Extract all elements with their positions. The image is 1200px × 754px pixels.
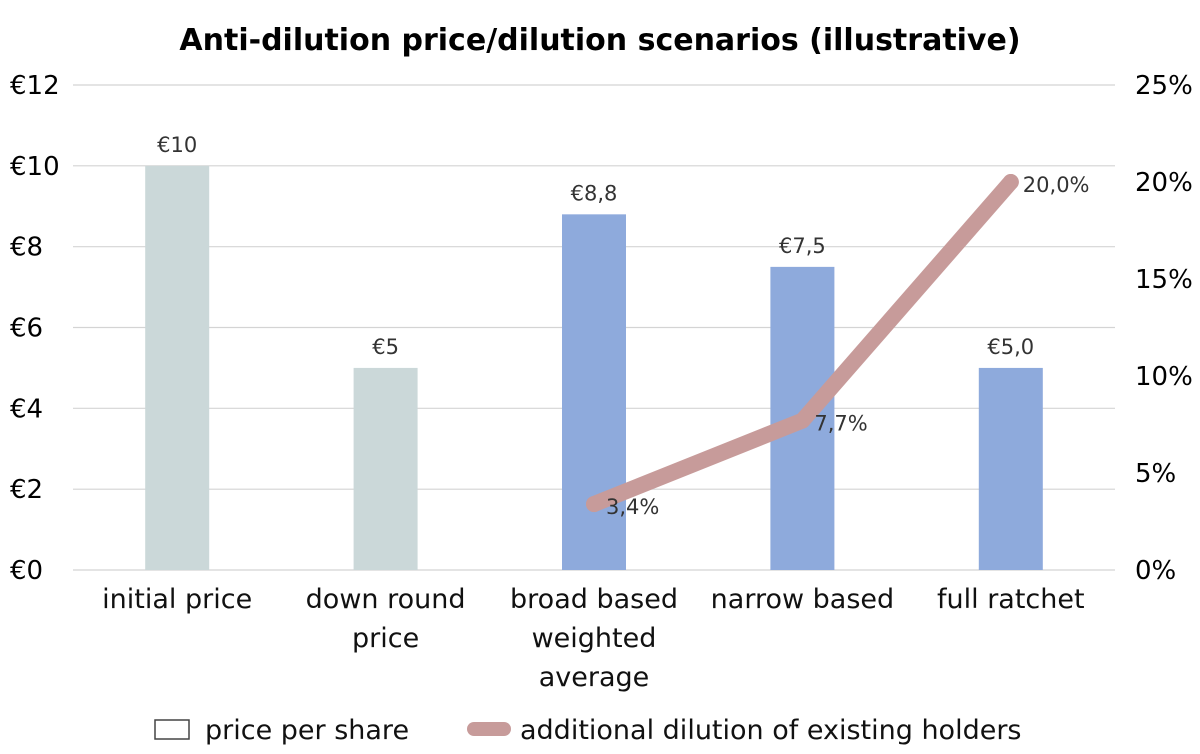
legend: price per share additional dilution of e…: [154, 715, 1022, 746]
line-data-label: 3,4%: [606, 495, 659, 519]
y-left-tick-label: €2: [10, 475, 43, 505]
bar-data-label: €8,8: [571, 181, 618, 205]
category-label: broad based weighted average: [510, 584, 678, 693]
line-point: [794, 412, 811, 429]
line-data-label: 20,0%: [1023, 173, 1090, 197]
bar: [353, 367, 418, 570]
y-right-tick-label: 15%: [1135, 265, 1193, 295]
y-right-tick-label: 5%: [1135, 459, 1176, 489]
y-left-tick-label: €12: [10, 71, 60, 101]
bar: [978, 367, 1043, 570]
bar-data-label: €5,0: [987, 335, 1034, 359]
category-label: initial price: [102, 584, 252, 615]
chart-title: Anti-dilution price/dilution scenarios (…: [179, 23, 1020, 58]
category-axis: initial price down round price broad based w…: [102, 584, 1084, 693]
bar-data-label: €7,5: [779, 234, 826, 258]
bar-data-label: €10: [157, 133, 197, 157]
category-label: down round price: [306, 584, 466, 654]
line-point: [586, 496, 602, 513]
line-series: [586, 174, 1019, 513]
line-data-label: 7,7%: [814, 412, 867, 436]
legend-label-price-per-share: price per share: [205, 715, 409, 746]
y-left-tick-label: €10: [10, 152, 60, 182]
right-axis: 0% 5% 10% 15% 20% 25%: [1135, 71, 1193, 586]
bar: [145, 165, 210, 571]
data-labels: €10 €5 €8,8 €7,5 €5,0 3,4% 7,7% 20,0%: [157, 133, 1089, 519]
y-right-tick-label: 0%: [1135, 556, 1176, 586]
y-left-tick-label: €6: [10, 314, 43, 344]
bar-data-label: €5: [372, 335, 399, 359]
y-right-tick-label: 20%: [1135, 168, 1193, 198]
legend-label-dilution: additional dilution of existing holders: [520, 715, 1022, 746]
y-right-tick-label: 10%: [1135, 362, 1193, 392]
category-label: full ratchet: [937, 584, 1085, 615]
category-label: narrow based: [711, 584, 894, 615]
y-right-tick-label: 25%: [1135, 71, 1193, 101]
y-left-tick-label: €4: [10, 394, 43, 424]
y-left-tick-label: €8: [10, 233, 43, 263]
line-point: [1002, 174, 1019, 190]
left-axis: €0 €2 €4 €6 €8 €10 €12: [10, 71, 60, 586]
legend-swatch-price-per-share: [154, 719, 190, 740]
y-left-tick-label: €0: [10, 556, 43, 586]
